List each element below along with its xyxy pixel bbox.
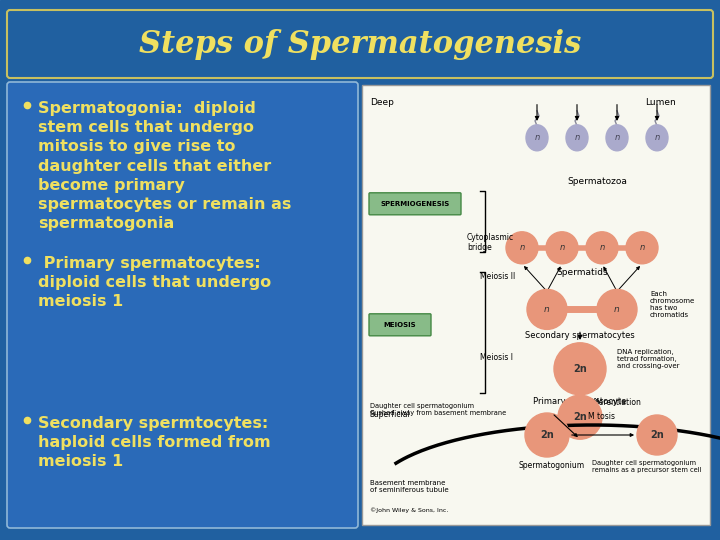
Text: n: n <box>614 305 620 314</box>
Text: n: n <box>544 305 550 314</box>
Ellipse shape <box>646 125 668 151</box>
Text: Primary spermatocytes:
diploid cells that undergo
meiosis 1: Primary spermatocytes: diploid cells tha… <box>38 256 271 309</box>
Text: Secondary spermatocytes: Secondary spermatocytes <box>525 332 635 340</box>
Text: Primary spermatocyte: Primary spermatocyte <box>534 397 626 406</box>
Ellipse shape <box>526 125 548 151</box>
Text: n: n <box>559 244 564 252</box>
Ellipse shape <box>606 125 628 151</box>
Text: Daughter cell spermatogonium
pushed away from basement membrane: Daughter cell spermatogonium pushed away… <box>370 403 506 416</box>
FancyBboxPatch shape <box>369 314 431 336</box>
Circle shape <box>527 289 567 329</box>
Text: M tosis: M tosis <box>588 412 616 421</box>
Ellipse shape <box>566 125 588 151</box>
Circle shape <box>558 395 602 439</box>
Text: Meiosis I: Meiosis I <box>480 353 513 362</box>
Text: n: n <box>575 133 580 143</box>
Text: n: n <box>654 133 660 143</box>
Circle shape <box>637 415 677 455</box>
Text: Spermatids: Spermatids <box>556 268 608 277</box>
Text: ©John Wiley & Sons, Inc.: ©John Wiley & Sons, Inc. <box>370 507 449 512</box>
Circle shape <box>586 232 618 264</box>
Circle shape <box>506 232 538 264</box>
Text: Spermatogonia:  diploid
stem cells that undergo
mitosis to give rise to
daughter: Spermatogonia: diploid stem cells that u… <box>38 101 292 231</box>
Text: Lumen: Lumen <box>645 98 676 107</box>
Text: n: n <box>519 244 525 252</box>
Text: Differentiation: Differentiation <box>585 398 641 407</box>
FancyBboxPatch shape <box>7 82 358 528</box>
Bar <box>362 85 710 525</box>
Text: Meiosis II: Meiosis II <box>480 272 516 281</box>
Text: DNA replication,
tetrad formation,
and crossing-over: DNA replication, tetrad formation, and c… <box>617 349 680 369</box>
Text: Cytoplasmic
bridge: Cytoplasmic bridge <box>467 233 514 253</box>
Text: n: n <box>639 244 644 252</box>
Text: 2n: 2n <box>573 364 587 374</box>
Circle shape <box>597 289 637 329</box>
Text: SPERMIOGENESIS: SPERMIOGENESIS <box>380 201 449 207</box>
Circle shape <box>525 413 569 457</box>
Text: 2n: 2n <box>540 430 554 440</box>
FancyBboxPatch shape <box>7 10 713 78</box>
Text: n: n <box>534 133 539 143</box>
Text: n: n <box>599 244 605 252</box>
Text: Each
chromosome
has two
chromatids: Each chromosome has two chromatids <box>650 291 696 318</box>
Text: Steps of Spermatogenesis: Steps of Spermatogenesis <box>139 29 581 59</box>
Text: Secondary spermtocytes:
haploid cells formed from
meiosis 1: Secondary spermtocytes: haploid cells fo… <box>38 416 271 469</box>
Text: Spermatozoa: Spermatozoa <box>567 178 627 186</box>
Circle shape <box>626 232 658 264</box>
Text: 2n: 2n <box>650 430 664 440</box>
Circle shape <box>546 232 578 264</box>
Text: Deep: Deep <box>370 98 394 107</box>
Text: n: n <box>614 133 620 143</box>
FancyBboxPatch shape <box>369 193 461 215</box>
Text: Basement membrane
of seminiferous tubule: Basement membrane of seminiferous tubule <box>370 480 449 493</box>
Text: MEIOSIS: MEIOSIS <box>384 322 416 328</box>
Text: Superficial: Superficial <box>370 410 410 419</box>
Circle shape <box>554 343 606 395</box>
Text: 2n: 2n <box>573 412 587 422</box>
Text: Daughter cell spermatogonium
remains as a precursor stem cell: Daughter cell spermatogonium remains as … <box>592 460 701 473</box>
Text: Spermatogonium: Spermatogonium <box>519 461 585 470</box>
